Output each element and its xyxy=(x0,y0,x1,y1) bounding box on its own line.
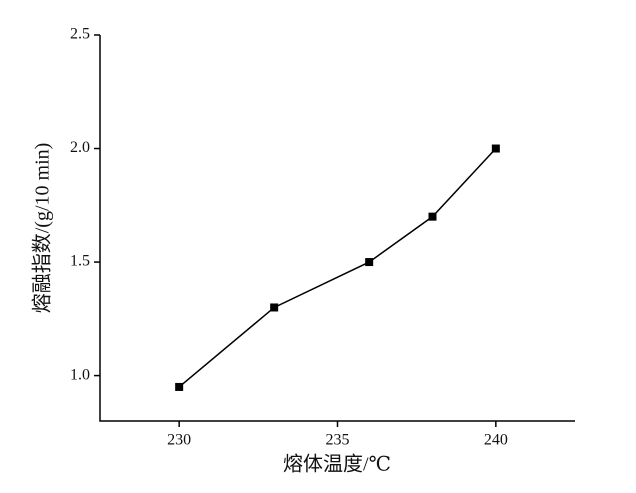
x-tick-label: 230 xyxy=(167,432,191,449)
y-tick-label: 2.0 xyxy=(70,139,90,156)
x-axis-label: 熔体温度/℃ xyxy=(283,453,391,476)
marker xyxy=(491,144,500,153)
y-axis-label: 熔融指数/(g/10 min) xyxy=(31,143,54,314)
y-tick-label: 1.5 xyxy=(70,253,90,270)
x-tick-label: 235 xyxy=(326,432,350,449)
y-tick-label: 2.5 xyxy=(70,26,90,43)
axes xyxy=(99,35,575,422)
y-tick-label: 1.0 xyxy=(70,366,90,383)
marker xyxy=(428,212,437,221)
x-tick-label: 240 xyxy=(484,432,508,449)
marker xyxy=(175,382,184,391)
marker xyxy=(270,303,279,312)
line xyxy=(178,148,497,388)
marker xyxy=(365,258,374,267)
